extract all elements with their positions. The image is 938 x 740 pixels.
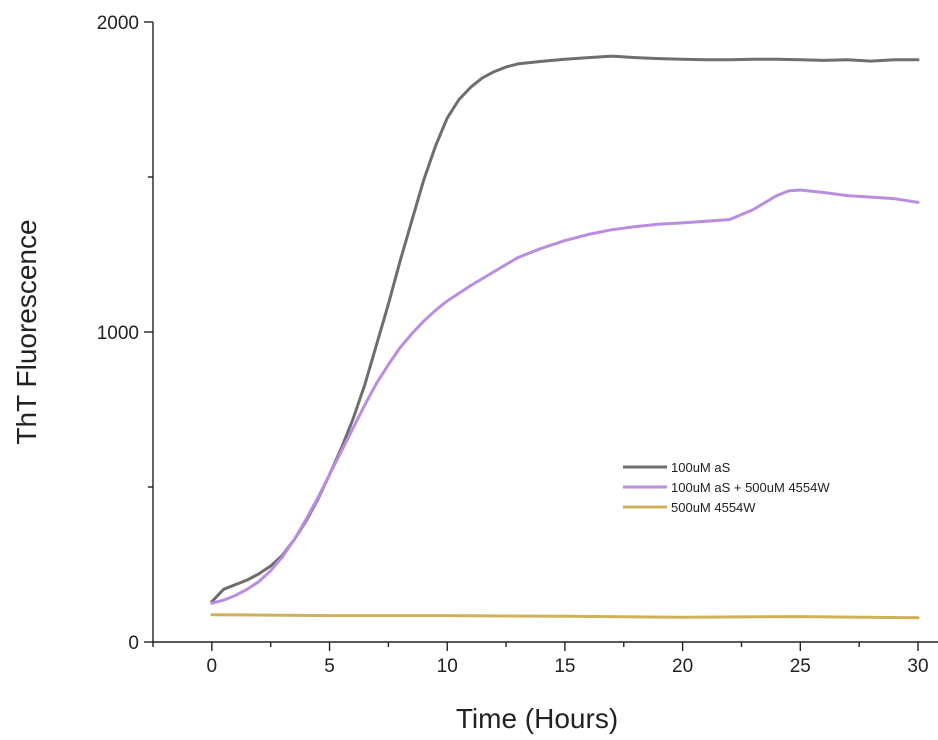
x-axis-title: Time (Hours) bbox=[456, 703, 618, 734]
x-tick-label: 10 bbox=[437, 656, 458, 677]
series-line-2 bbox=[210, 188, 920, 605]
axis-ticks bbox=[144, 21, 919, 651]
x-tick-label: 25 bbox=[790, 656, 811, 677]
x-tick-label: 0 bbox=[207, 656, 218, 677]
plot-area bbox=[152, 22, 938, 643]
x-tick-label: 15 bbox=[554, 656, 575, 677]
series-lines bbox=[210, 54, 920, 620]
series-line-3 bbox=[210, 613, 920, 620]
x-tick-label: 30 bbox=[907, 656, 928, 677]
legend: 100uM aS 100uM aS + 500uM 4554W 500uM 4554… bbox=[623, 460, 830, 515]
y-tick-label: 1000 bbox=[97, 323, 139, 344]
y-tick-label: 0 bbox=[128, 633, 139, 654]
y-tick-label: 2000 bbox=[97, 13, 139, 34]
tick-labels: 0 5 10 15 20 25 30 0 1000 2000 bbox=[97, 13, 929, 677]
series-line-1 bbox=[210, 54, 920, 604]
legend-label: 100uM aS bbox=[671, 460, 731, 475]
y-axis-title: ThT Fluorescence bbox=[11, 219, 42, 444]
x-tick-label: 5 bbox=[324, 656, 335, 677]
legend-label: 500uM 4554W bbox=[671, 500, 756, 515]
x-tick-label: 20 bbox=[672, 656, 693, 677]
legend-label: 100uM aS + 500uM 4554W bbox=[671, 480, 830, 495]
